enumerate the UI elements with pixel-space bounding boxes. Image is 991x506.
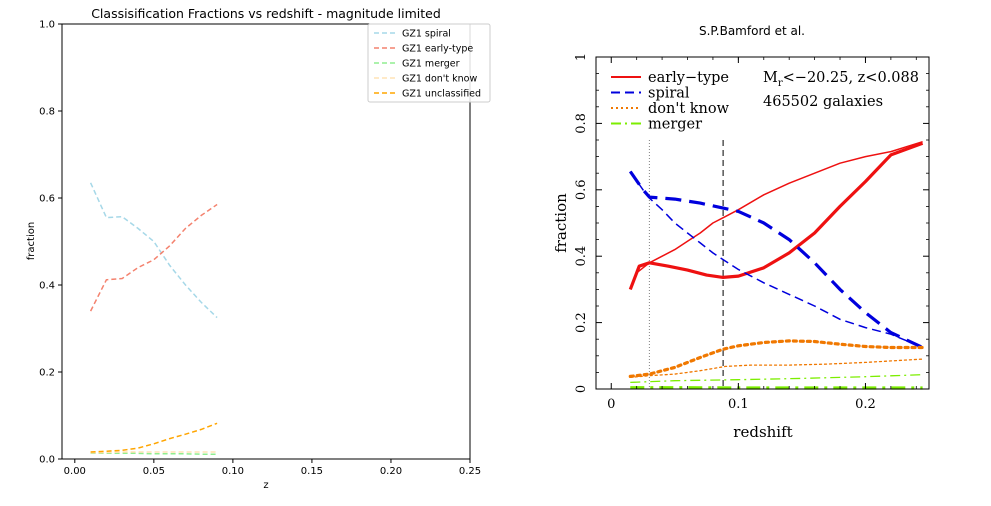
left-legend-label: GZ1 unclassified [402,89,481,100]
right-legend-label: spiral [648,86,690,102]
right-y-tick-label: 0.2 [574,312,589,333]
left-legend-items: GZ1 spiral GZ1 early-type GZ1 merger GZ1 do… [374,29,481,100]
left-legend-label: GZ1 spiral [402,29,451,40]
right-legend-label: early−type [648,70,729,86]
left-chart-series-group [89,182,218,455]
left-chart-title: Classisification Fractions vs redshift -… [91,6,441,21]
left-x-tick-label: 0.00 [64,466,86,477]
left-series-gz1-early-type [89,203,218,312]
left-y-tick-label: 0.6 [39,194,55,205]
left-chart: Classisification Fractions vs redshift -… [26,6,491,491]
left-chart-x-label: z [263,480,268,491]
left-series-gz1-don-t-know [90,451,218,454]
right-series-don-t-know-thick [628,339,925,378]
right-series-spiral-thin [629,171,923,349]
left-y-tick-label: 0.4 [39,281,55,292]
left-legend-label: GZ1 merger [402,59,460,70]
right-chart-x-ticks: 0 0.1 0.2 [607,57,917,412]
right-x-tick-label: 0 [607,397,615,412]
annotation-rest: <−20.25, z<0.088 [783,70,919,86]
left-chart-x-ticks: 0.00 0.05 0.10 0.15 0.20 0.25 [64,459,481,477]
left-y-tick-label: 0.8 [39,107,55,118]
left-x-tick-label: 0.15 [301,466,323,477]
left-series-gz1-unclassified [90,422,218,453]
left-y-tick-label: 1.0 [39,20,55,31]
right-chart-vertical-lines [648,140,724,389]
right-chart-annotation-count: 465502 galaxies [763,94,883,110]
right-y-tick-label: 1 [574,53,589,61]
right-y-tick-label: 0.8 [574,113,589,134]
left-chart-legend: GZ1 spiral GZ1 early-type GZ1 merger GZ1 do… [367,23,491,103]
left-x-tick-label: 0.25 [459,466,481,477]
left-y-tick-label: 0.0 [39,455,55,466]
right-legend-label: don't know [648,101,730,117]
right-chart-y-label: fraction [552,193,570,253]
right-x-tick-label: 0.2 [855,397,876,412]
annotation-m: M [763,70,778,86]
right-chart-x-label: redshift [733,423,792,441]
left-x-tick-label: 0.05 [143,466,165,477]
right-chart-series-group [628,140,925,390]
right-chart: S.P.Bamford et al. 0 0.1 0.2 0 0.2 0.4 0.6 0.8… [552,24,930,441]
right-x-tick-label: 0.1 [728,397,749,412]
right-series-merger-thin [630,374,923,384]
left-chart-axes-frame [61,23,471,460]
left-series-gz1-merger [90,452,218,455]
right-series-early-type-thick [628,141,924,290]
right-legend-label: merger [648,117,702,133]
right-y-tick-label: 0 [574,385,589,393]
right-y-tick-label: 0.4 [574,246,589,267]
left-chart-y-label: fraction [26,222,37,260]
annotation-subscript: r [778,78,783,89]
left-x-tick-label: 0.10 [222,466,244,477]
right-series-early-type-thin [629,140,923,290]
right-chart-annotation-magnitude: Mr<−20.25, z<0.088 [763,70,919,89]
right-panel-title: S.P.Bamford et al. [699,24,805,38]
left-legend-label: GZ1 early-type [402,44,473,55]
left-legend-label: GZ1 don't know [402,74,477,85]
right-y-tick-label: 0.6 [574,179,589,200]
left-y-tick-label: 0.2 [39,368,55,379]
left-x-tick-label: 0.20 [380,466,402,477]
right-series-spiral-thick [628,170,924,349]
left-chart-y-ticks: 0.0 0.2 0.4 0.6 0.8 1.0 [39,20,62,466]
left-series-gz1-spiral [89,182,218,319]
right-series-don-t-know-thin [629,358,924,379]
right-chart-y-ticks: 0 0.2 0.4 0.6 0.8 1 [574,53,929,393]
left-legend-box [367,23,491,103]
